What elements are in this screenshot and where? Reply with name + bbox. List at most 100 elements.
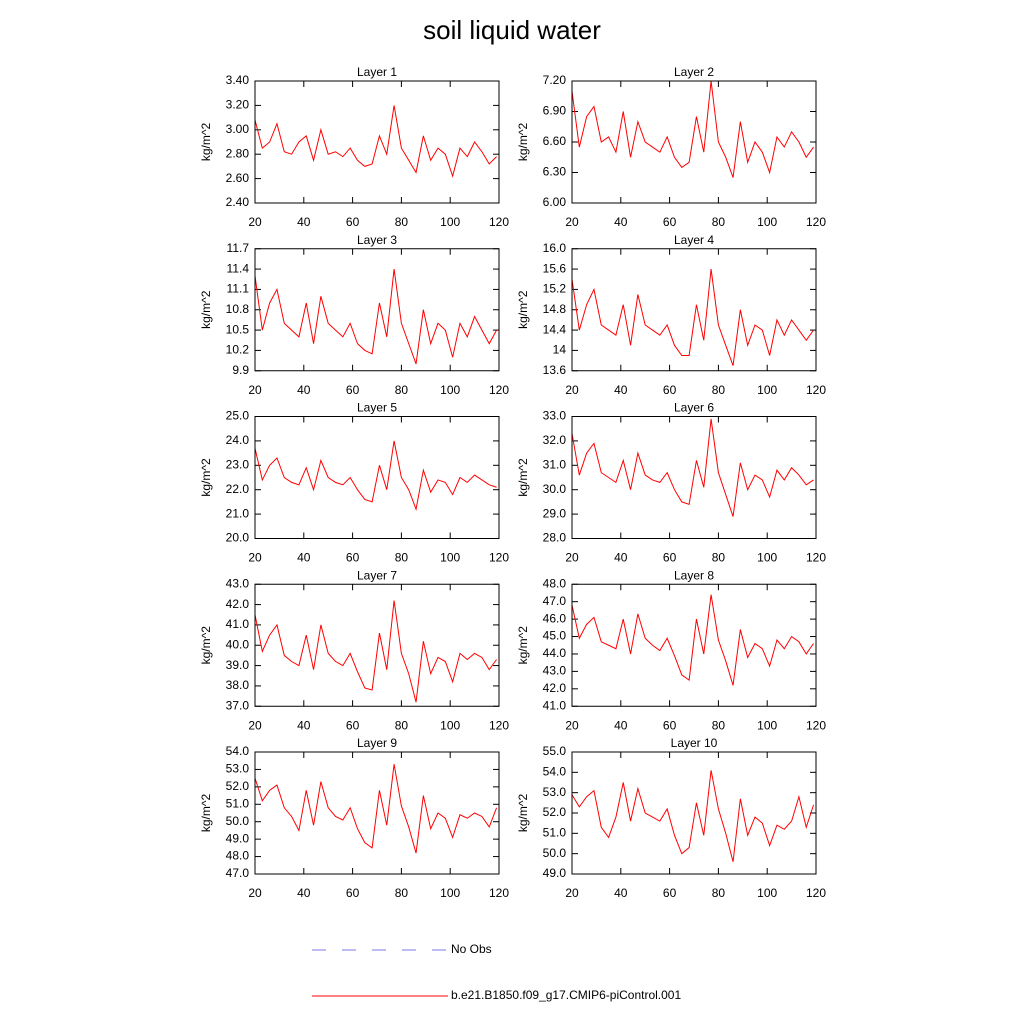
x-tick-label: 60 bbox=[663, 383, 677, 397]
y-axis-label: kg/m^2 bbox=[199, 123, 213, 162]
x-tick-label: 60 bbox=[346, 215, 360, 229]
y-tick-label: 55.0 bbox=[543, 744, 567, 758]
x-tick-label: 60 bbox=[663, 551, 677, 565]
y-tick-label: 13.6 bbox=[543, 363, 567, 377]
x-tick-label: 40 bbox=[297, 718, 311, 732]
y-tick-label: 6.30 bbox=[543, 165, 567, 179]
y-tick-label: 3.20 bbox=[226, 98, 250, 112]
y-tick-label: 2.60 bbox=[226, 171, 250, 185]
y-tick-label: 54.0 bbox=[543, 765, 567, 779]
y-tick-label: 11.7 bbox=[227, 241, 250, 255]
y-tick-label: 2.80 bbox=[226, 146, 250, 160]
y-tick-label: 14.8 bbox=[543, 302, 567, 316]
x-tick-label: 20 bbox=[565, 215, 579, 229]
y-tick-label: 22.0 bbox=[226, 482, 250, 496]
y-tick-label: 43.0 bbox=[226, 576, 250, 590]
x-tick-label: 20 bbox=[565, 718, 579, 732]
x-tick-label: 80 bbox=[395, 886, 409, 900]
x-tick-label: 80 bbox=[395, 383, 409, 397]
panel-title: Layer 1 bbox=[357, 65, 397, 79]
x-tick-label: 60 bbox=[346, 886, 360, 900]
x-tick-label: 40 bbox=[297, 551, 311, 565]
x-tick-label: 100 bbox=[440, 886, 460, 900]
y-axis-label: kg/m^2 bbox=[516, 290, 530, 329]
y-tick-label: 6.90 bbox=[543, 104, 567, 118]
y-axis-label: kg/m^2 bbox=[199, 626, 213, 665]
y-tick-label: 51.0 bbox=[543, 826, 567, 840]
y-tick-label: 52.0 bbox=[226, 779, 250, 793]
y-tick-label: 44.0 bbox=[543, 646, 567, 660]
data-line bbox=[571, 269, 814, 366]
data-line bbox=[571, 80, 814, 178]
data-line bbox=[571, 594, 814, 686]
x-tick-label: 120 bbox=[806, 551, 826, 565]
y-tick-label: 31.0 bbox=[543, 457, 567, 471]
y-tick-label: 7.20 bbox=[543, 73, 567, 87]
y-tick-label: 53.0 bbox=[543, 785, 567, 799]
x-tick-label: 80 bbox=[395, 718, 409, 732]
x-tick-label: 100 bbox=[440, 718, 460, 732]
y-tick-label: 49.0 bbox=[543, 866, 567, 880]
x-tick-label: 60 bbox=[663, 886, 677, 900]
y-axis-label: kg/m^2 bbox=[199, 458, 213, 497]
x-tick-label: 20 bbox=[565, 383, 579, 397]
x-tick-label: 120 bbox=[489, 718, 509, 732]
x-tick-label: 40 bbox=[614, 886, 628, 900]
panel-title: Layer 6 bbox=[674, 401, 714, 415]
x-tick-label: 20 bbox=[248, 383, 262, 397]
x-tick-label: 100 bbox=[757, 886, 777, 900]
x-tick-label: 60 bbox=[346, 383, 360, 397]
panel-title: Layer 3 bbox=[357, 233, 397, 247]
y-tick-label: 21.0 bbox=[226, 506, 250, 520]
y-tick-label: 38.0 bbox=[226, 678, 250, 692]
x-tick-label: 60 bbox=[346, 551, 360, 565]
y-tick-label: 14 bbox=[553, 343, 567, 357]
plot-frame bbox=[254, 751, 500, 875]
figure-title: soil liquid water bbox=[423, 15, 601, 45]
x-tick-label: 100 bbox=[757, 718, 777, 732]
x-tick-label: 120 bbox=[489, 215, 509, 229]
panel-title: Layer 2 bbox=[674, 65, 714, 79]
y-tick-label: 30.0 bbox=[543, 482, 567, 496]
y-tick-label: 15.2 bbox=[543, 282, 567, 296]
x-tick-label: 80 bbox=[712, 383, 726, 397]
plot-frame bbox=[571, 80, 817, 204]
y-tick-label: 6.00 bbox=[543, 195, 567, 209]
x-tick-label: 20 bbox=[248, 215, 262, 229]
y-tick-label: 20.0 bbox=[226, 531, 250, 545]
x-tick-label: 60 bbox=[346, 718, 360, 732]
y-tick-label: 9.9 bbox=[232, 363, 249, 377]
y-tick-label: 15.6 bbox=[543, 261, 567, 275]
y-tick-label: 24.0 bbox=[226, 433, 250, 447]
y-tick-label: 39.0 bbox=[226, 658, 250, 672]
x-tick-label: 40 bbox=[614, 383, 628, 397]
y-tick-label: 6.60 bbox=[543, 134, 567, 148]
y-tick-label: 50.0 bbox=[226, 814, 250, 828]
x-tick-label: 60 bbox=[663, 718, 677, 732]
y-tick-label: 42.0 bbox=[543, 681, 567, 695]
panel-title: Layer 8 bbox=[674, 568, 714, 582]
y-tick-label: 54.0 bbox=[226, 744, 250, 758]
x-tick-label: 80 bbox=[712, 886, 726, 900]
x-tick-label: 120 bbox=[806, 886, 826, 900]
x-tick-label: 80 bbox=[712, 551, 726, 565]
x-tick-label: 80 bbox=[395, 215, 409, 229]
x-tick-label: 20 bbox=[565, 551, 579, 565]
plot-frame bbox=[571, 583, 817, 707]
x-tick-label: 40 bbox=[614, 551, 628, 565]
y-tick-label: 10.8 bbox=[226, 302, 250, 316]
x-tick-label: 100 bbox=[757, 383, 777, 397]
plot-frame bbox=[254, 248, 500, 372]
x-tick-label: 40 bbox=[297, 215, 311, 229]
x-tick-label: 40 bbox=[297, 383, 311, 397]
panel-title: Layer 4 bbox=[674, 233, 714, 247]
x-tick-label: 120 bbox=[806, 718, 826, 732]
y-tick-label: 29.0 bbox=[543, 506, 567, 520]
y-tick-label: 40.0 bbox=[226, 637, 250, 651]
y-axis-label: kg/m^2 bbox=[199, 794, 213, 833]
x-tick-label: 120 bbox=[806, 383, 826, 397]
y-tick-label: 14.4 bbox=[543, 322, 567, 336]
y-tick-label: 33.0 bbox=[543, 409, 567, 423]
